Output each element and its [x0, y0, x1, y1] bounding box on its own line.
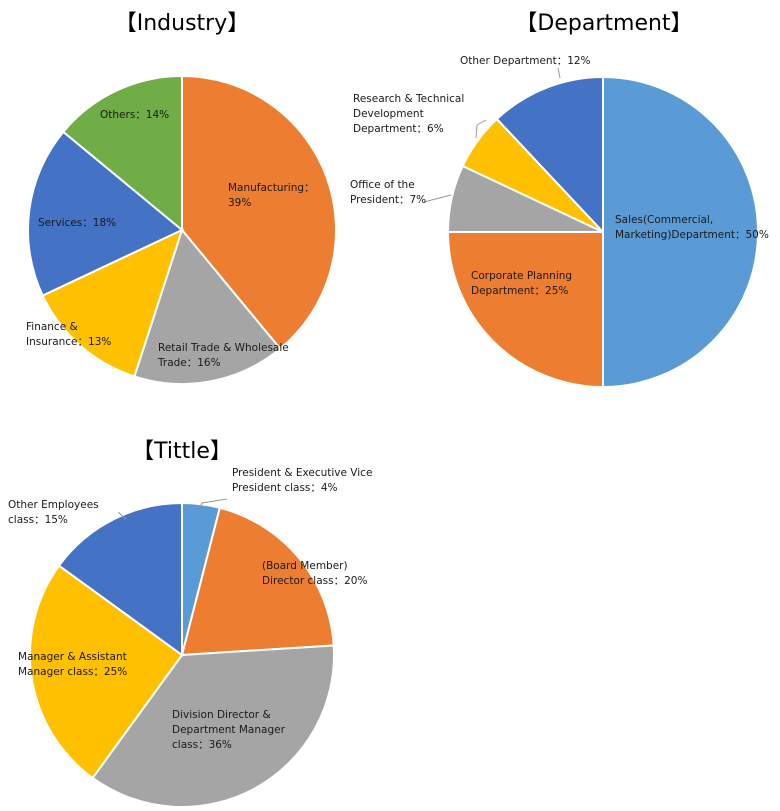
department-slice-0: [602, 75, 759, 389]
industry-slice-label-1: Retail Trade & Wholesale Trade：16%: [157, 342, 289, 369]
department-slice-label-1-line-0: Corporate Planning: [471, 270, 572, 282]
title-slice-1: [180, 506, 335, 657]
department-slice-label-2-line-0: Office of the: [350, 179, 415, 191]
title-slice-label-2-line-1: Department Manager: [172, 724, 286, 736]
industry-slice-label-1-line-1: Trade：16%: [157, 357, 221, 369]
title-slice-label-3-line-1: Manager class：25%: [18, 666, 127, 678]
industry-slice-2: [41, 228, 184, 378]
title-slice-2: [91, 644, 335, 808]
department-leader-line-4: [557, 67, 561, 79]
industry-slice-label-3: Services：18%: [38, 217, 116, 229]
department-slice-label-0-line-1: Marketing)Department：50%: [615, 229, 769, 241]
title-slice-label-2-line-2: class：36%: [172, 739, 232, 751]
industry-pie-chart: Manufacturing： 39% Retail Trade & Wholesal…: [26, 11, 337, 385]
department-slice-label-2-line-1: President：7%: [350, 194, 426, 206]
title-slice-label-3-line-0: Manager & Assistant: [18, 651, 127, 663]
industry-slice-3: [27, 130, 184, 297]
department-chart-title: 【Department】: [515, 11, 692, 36]
industry-slice-label-2: Finance & Insurance：13%: [26, 321, 111, 348]
department-slice-label-3-line-2: Department：6%: [353, 123, 444, 135]
industry-slice-label-4-line-0: Others：14%: [100, 109, 169, 121]
industry-slice-label-0: Manufacturing： 39%: [228, 182, 315, 209]
industry-slice-label-4: Others：14%: [100, 109, 169, 121]
department-slice-label-4-line-0: Other Department：12%: [460, 55, 591, 67]
industry-chart-title: 【Industry】: [115, 11, 250, 36]
industry-slice-label-2-line-0: Finance &: [26, 321, 78, 333]
title-leader-line-4: [117, 511, 127, 520]
title-pie-chart: President & Executive Vice President clas…: [8, 439, 372, 808]
industry-slice-label-0-line-1: 39%: [228, 197, 251, 209]
department-slice-1: [446, 231, 604, 389]
industry-slice-label-1-line-0: Retail Trade & Wholesale: [158, 342, 289, 354]
department-slice-label-1-line-1: Department：25%: [471, 285, 568, 297]
department-slice-label-3-line-0: Research & Technical: [353, 93, 464, 105]
department-slice-label-4: Other Department：12%: [460, 55, 591, 67]
title-slice-label-1-line-1: Director class：20%: [262, 575, 367, 587]
title-slice-4: [57, 501, 183, 657]
title-slice-label-4: Other Employees class：15%: [8, 499, 99, 526]
department-pie-chart: Sales(Commercial, Marketing)Department：50…: [350, 11, 769, 389]
department-slice-label-3-line-1: Development: [353, 108, 424, 120]
title-slice-label-4-line-0: Other Employees: [8, 499, 99, 511]
industry-slice-0: [181, 74, 337, 351]
title-slice-label-4-line-1: class：15%: [8, 514, 68, 526]
department-slices: [446, 75, 759, 389]
industry-slice-label-2-line-1: Insurance：13%: [26, 336, 111, 348]
title-slice-label-1-line-0: (Board Member): [262, 560, 348, 572]
industry-slice-1: [133, 227, 282, 385]
department-slice-label-2: Office of the President：7%: [350, 179, 426, 206]
title-slice-label-0: President & Executive Vice President clas…: [232, 467, 372, 494]
title-slice-label-0-line-1: President class：4%: [232, 482, 338, 494]
industry-slice-4: [61, 74, 183, 233]
industry-slice-label-3-line-0: Services：18%: [38, 217, 116, 229]
title-slice-label-2: Division Director & Department Manager cla…: [172, 709, 286, 751]
title-slice-label-0-line-0: President & Executive Vice: [232, 467, 372, 479]
title-chart-title: 【Tittle】: [132, 439, 232, 464]
title-slices: [29, 501, 335, 808]
department-slice-label-0: Sales(Commercial, Marketing)Department：50…: [615, 214, 769, 241]
title-slice-label-2-line-0: Division Director &: [172, 709, 271, 721]
department-slice-label-3: Research & Technical Development Departmen…: [353, 93, 464, 135]
department-slice-label-0-line-0: Sales(Commercial,: [615, 214, 713, 226]
department-leader-line-2: [423, 194, 452, 203]
department-slice-4: [495, 75, 604, 235]
title-slice-label-3: Manager & Assistant Manager class：25%: [18, 651, 127, 678]
industry-slice-label-0-line-0: Manufacturing：: [228, 182, 315, 194]
title-slice-3: [29, 564, 184, 780]
title-leader-line-0: [199, 498, 228, 508]
department-leader-line-3: [475, 119, 487, 139]
industry-slices: [27, 74, 337, 385]
title-slice-label-1: (Board Member) Director class：20%: [262, 560, 367, 587]
department-slice-label-1: Corporate Planning Department：25%: [471, 270, 572, 297]
